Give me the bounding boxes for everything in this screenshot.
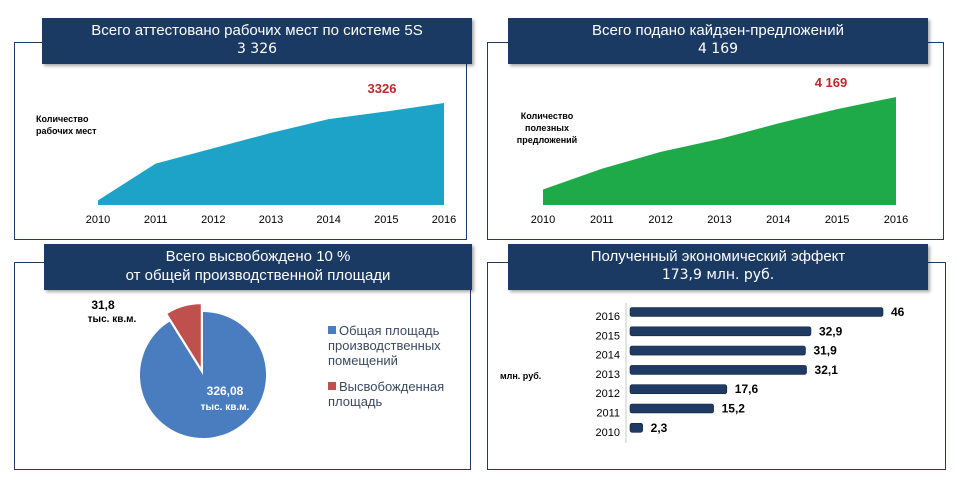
bar	[629, 307, 884, 317]
bar	[629, 365, 807, 375]
pie-slice-total	[140, 312, 266, 438]
pie-label-freed-unit: тыс. кв.м.	[88, 314, 137, 325]
data-label: 15,2	[722, 402, 746, 416]
y-axis-label: Количество	[36, 114, 89, 124]
bar	[629, 384, 728, 394]
y-tick-label: 2011	[596, 408, 620, 420]
x-tick-label: 2011	[144, 214, 168, 226]
banner-effect-title: Полученный экономический эффект	[590, 248, 846, 265]
banner-kaizen: Всего подано кайдзен-предложений 4 169	[508, 18, 928, 64]
area-series	[98, 103, 444, 205]
pie-label-freed-value: 31,8	[91, 298, 115, 312]
bar	[629, 345, 806, 356]
banner-kaizen-total: 4 169	[697, 41, 739, 57]
x-tick-label: 2011	[590, 214, 614, 226]
x-tick-label: 2010	[86, 214, 110, 226]
y-tick-label: 2010	[596, 427, 620, 439]
chart-area-pie: 326,08 тыс. кв.м. 31,8 тыс. кв.м.	[88, 298, 266, 438]
x-tick-label: 2012	[648, 214, 672, 226]
banner-effect: Полученный экономический эффект 173,9 мл…	[508, 244, 928, 290]
banner-area-title: Всего высвобождено 10 %	[165, 248, 351, 265]
y-tick-label: 2014	[596, 350, 620, 362]
pie-legend: Общая площадь производственных помещений…	[328, 323, 468, 409]
y-axis-label: полезных	[525, 123, 569, 133]
data-label: 2,3	[651, 421, 668, 435]
chart-workplaces: 2010 2011 2012 2013 2014 2015 2016 Количество ра…	[36, 81, 456, 226]
x-tick-label: 2012	[201, 214, 225, 226]
legend-item-total: Общая площадь производственных помещений	[328, 323, 468, 368]
data-label: 46	[891, 305, 905, 319]
banner-area: Всего высвобождено 10 % от общей произво…	[44, 244, 472, 290]
x-tick-label: 2015	[374, 214, 398, 226]
x-tick-label: 2013	[707, 214, 731, 226]
legend-swatch-freed	[328, 382, 336, 390]
bar	[629, 423, 643, 433]
banner-workplaces-total: 3 326	[236, 41, 278, 57]
y-axis-label: Количество	[521, 111, 574, 121]
y-tick-label: 2013	[596, 369, 620, 381]
data-label: 17,6	[735, 382, 759, 396]
y-axis-label: предложений	[517, 135, 577, 145]
data-label: 32,9	[819, 324, 843, 338]
y-tick-label: 2012	[596, 388, 620, 400]
y-axis-label: рабочих мест	[36, 126, 97, 136]
banner-workplaces: Всего аттестовано рабочих мест по систем…	[42, 18, 472, 64]
banner-kaizen-title: Всего подано кайдзен-предложений	[592, 22, 844, 39]
banner-workplaces-title: Всего аттестовано рабочих мест по систем…	[91, 22, 423, 39]
data-label: 31,9	[813, 344, 837, 358]
pie-label-total-unit: тыс. кв.м.	[201, 402, 250, 413]
y-axis-label: млн. руб.	[500, 371, 541, 381]
legend-label-total: Общая площадь производственных помещений	[328, 323, 441, 368]
banner-area-subtitle: от общей производственной площади	[125, 267, 391, 284]
legend-item-freed: Высвобожденная площадь	[328, 379, 468, 409]
legend-swatch-total	[328, 326, 336, 334]
x-tick-label: 2015	[825, 214, 849, 226]
legend-label-freed: Высвобожденная площадь	[328, 379, 445, 409]
bar	[629, 326, 812, 337]
banner-effect-total: 173,9 млн. руб.	[661, 267, 775, 283]
data-label: 32,1	[815, 363, 839, 377]
x-tick-label: 2016	[432, 214, 456, 226]
x-tick-label: 2013	[259, 214, 283, 226]
y-tick-label: 2016	[596, 311, 620, 323]
x-tick-label: 2016	[884, 214, 908, 226]
x-tick-label: 2010	[531, 214, 555, 226]
data-label-total: 4 169	[815, 75, 848, 90]
chart-effect-bars: 2016 46 2015 32,9 2014 31,9 2013 32,1 2012 17,6 20…	[500, 303, 905, 443]
pie-slice-freed	[167, 304, 201, 368]
pie-label-total-value: 326,08	[207, 384, 244, 398]
x-tick-label: 2014	[766, 214, 790, 226]
bar	[629, 403, 714, 414]
area-series	[543, 97, 896, 205]
y-tick-label: 2015	[596, 330, 620, 342]
x-tick-label: 2014	[316, 214, 340, 226]
chart-kaizen: 2010 2011 2012 2013 2014 2015 2016 Количество по…	[517, 75, 908, 226]
data-label-total: 3326	[368, 81, 397, 96]
